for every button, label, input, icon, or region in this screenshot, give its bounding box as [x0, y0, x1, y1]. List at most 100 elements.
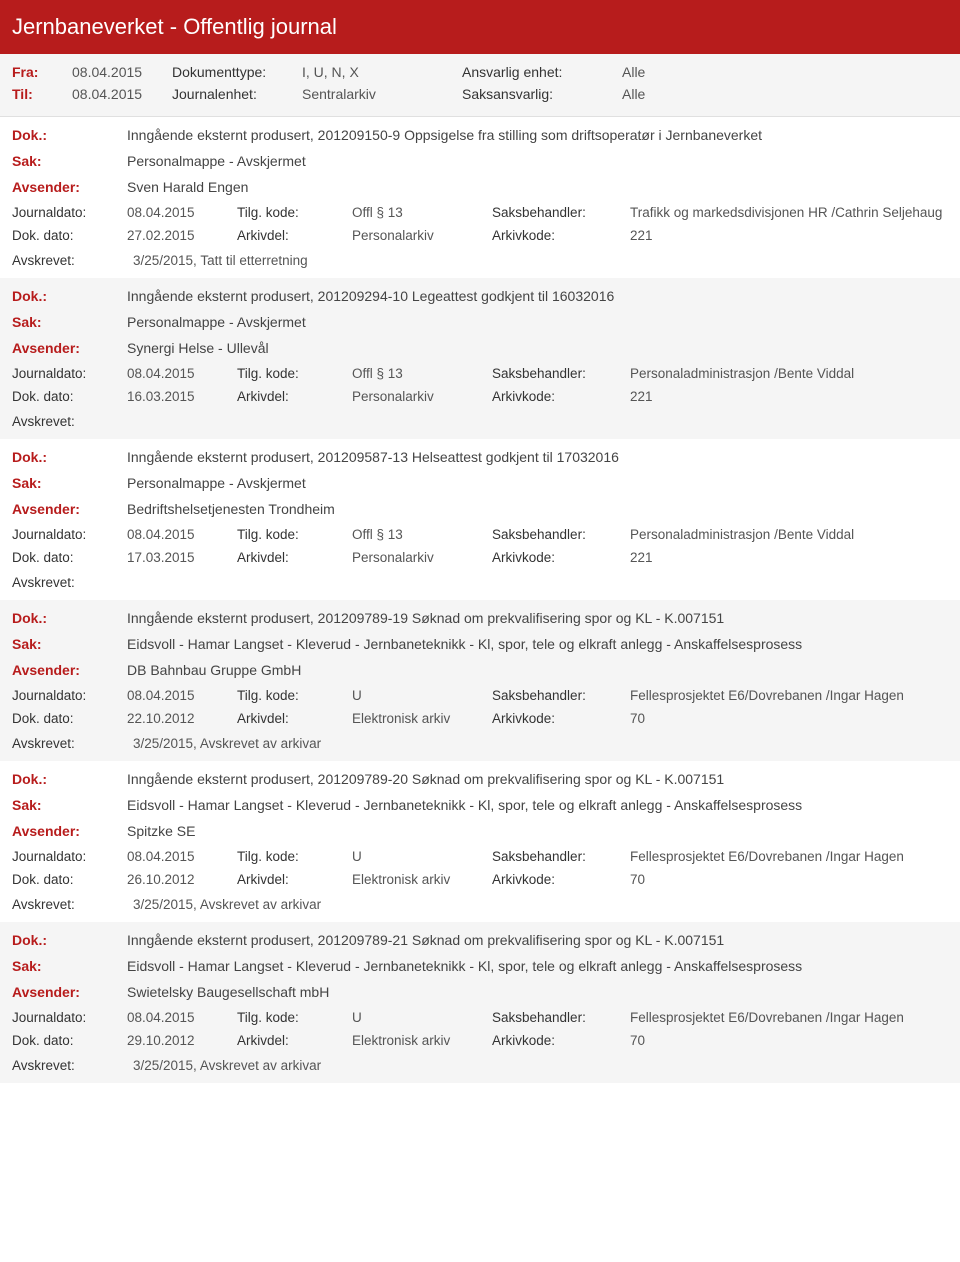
avskrevet-row: Avskrevet: 3/25/2015, Avskrevet av arkiv… [12, 734, 948, 753]
avskrevet-row: Avskrevet: [12, 412, 948, 431]
tilgkode-label: Tilg. kode: [237, 527, 352, 542]
journal-entry: Dok.: Inngående eksternt produsert, 2012… [0, 761, 960, 922]
sak-value: Personalmappe - Avskjermet [127, 314, 948, 330]
avskrevet-row: Avskrevet: 3/25/2015, Tatt til etterretn… [12, 251, 948, 270]
avsender-value: Sven Harald Engen [127, 179, 948, 195]
arkivdel-value: Elektronisk arkiv [352, 872, 492, 887]
arkivkode-value: 221 [630, 550, 948, 565]
arkivdel-value: Elektronisk arkiv [352, 711, 492, 726]
journaldato-value: 08.04.2015 [127, 1010, 237, 1025]
fra-label: Fra: [12, 64, 72, 80]
saksbehandler-label: Saksbehandler: [492, 366, 630, 381]
arkivdel-label: Arkivdel: [237, 872, 352, 887]
saksbehandler-label: Saksbehandler: [492, 688, 630, 703]
sak-row: Sak: Eidsvoll - Hamar Langset - Kleverud… [12, 958, 948, 974]
avsender-value: Spitzke SE [127, 823, 948, 839]
dok-row: Dok.: Inngående eksternt produsert, 2012… [12, 610, 948, 626]
filter-row-2: Til: 08.04.2015 Journalenhet: Sentralark… [12, 86, 948, 102]
dok-row: Dok.: Inngående eksternt produsert, 2012… [12, 771, 948, 787]
journaldato-value: 08.04.2015 [127, 849, 237, 864]
avsender-row: Avsender: Bedriftshelsetjenesten Trondhe… [12, 501, 948, 517]
avskrevet-value: 3/25/2015, Avskrevet av arkivar [127, 1058, 321, 1073]
avskrevet-value: 3/25/2015, Tatt til etterretning [127, 253, 308, 268]
avsender-row: Avsender: DB Bahnbau Gruppe GmbH [12, 662, 948, 678]
journaldato-value: 08.04.2015 [127, 527, 237, 542]
avskrevet-label: Avskrevet: [12, 1058, 127, 1073]
journaldato-label: Journaldato: [12, 688, 127, 703]
arkivdel-value: Elektronisk arkiv [352, 1033, 492, 1048]
tilgkode-value: U [352, 1010, 492, 1025]
dokdato-label: Dok. dato: [12, 872, 127, 887]
avskrevet-row: Avskrevet: 3/25/2015, Avskrevet av arkiv… [12, 895, 948, 914]
journal-entry: Dok.: Inngående eksternt produsert, 2012… [0, 439, 960, 600]
tilgkode-value: U [352, 688, 492, 703]
sak-row: Sak: Personalmappe - Avskjermet [12, 475, 948, 491]
dok-row: Dok.: Inngående eksternt produsert, 2012… [12, 932, 948, 948]
journaldato-value: 08.04.2015 [127, 366, 237, 381]
avskrevet-label: Avskrevet: [12, 575, 127, 590]
journaldato-value: 08.04.2015 [127, 205, 237, 220]
sak-label: Sak: [12, 636, 127, 652]
sak-value: Personalmappe - Avskjermet [127, 475, 948, 491]
avskrevet-row: Avskrevet: [12, 573, 948, 592]
meta-row-2: Dok. dato: 27.02.2015 Arkivdel: Personal… [12, 228, 948, 243]
dokdato-label: Dok. dato: [12, 389, 127, 404]
arkivdel-value: Personalarkiv [352, 389, 492, 404]
sak-value: Personalmappe - Avskjermet [127, 153, 948, 169]
dok-label: Dok.: [12, 932, 127, 948]
journaldato-label: Journaldato: [12, 205, 127, 220]
sak-label: Sak: [12, 314, 127, 330]
dok-value: Inngående eksternt produsert, 201209150-… [127, 127, 948, 143]
avsender-value: Bedriftshelsetjenesten Trondheim [127, 501, 948, 517]
avsender-row: Avsender: Swietelsky Baugesellschaft mbH [12, 984, 948, 1000]
arkivdel-label: Arkivdel: [237, 228, 352, 243]
dok-value: Inngående eksternt produsert, 201209587-… [127, 449, 948, 465]
entries-list: Dok.: Inngående eksternt produsert, 2012… [0, 117, 960, 1083]
meta-row-1: Journaldato: 08.04.2015 Tilg. kode: Offl… [12, 527, 948, 542]
dok-row: Dok.: Inngående eksternt produsert, 2012… [12, 449, 948, 465]
arkivdel-label: Arkivdel: [237, 1033, 352, 1048]
sak-value: Eidsvoll - Hamar Langset - Kleverud - Je… [127, 958, 948, 974]
meta-row-1: Journaldato: 08.04.2015 Tilg. kode: Offl… [12, 366, 948, 381]
dokdato-label: Dok. dato: [12, 228, 127, 243]
arkivdel-value: Personalarkiv [352, 550, 492, 565]
sak-row: Sak: Personalmappe - Avskjermet [12, 153, 948, 169]
saksbehandler-label: Saksbehandler: [492, 1010, 630, 1025]
filter-row-1: Fra: 08.04.2015 Dokumenttype: I, U, N, X… [12, 64, 948, 80]
journaldato-label: Journaldato: [12, 527, 127, 542]
avsender-label: Avsender: [12, 984, 127, 1000]
journal-entry: Dok.: Inngående eksternt produsert, 2012… [0, 600, 960, 761]
avskrevet-label: Avskrevet: [12, 253, 127, 268]
arkivkode-label: Arkivkode: [492, 550, 630, 565]
sak-label: Sak: [12, 153, 127, 169]
meta-row-1: Journaldato: 08.04.2015 Tilg. kode: U Sa… [12, 1010, 948, 1025]
dokdato-value: 22.10.2012 [127, 711, 237, 726]
dok-label: Dok.: [12, 771, 127, 787]
dokdato-value: 29.10.2012 [127, 1033, 237, 1048]
journaldato-value: 08.04.2015 [127, 688, 237, 703]
avsender-value: Swietelsky Baugesellschaft mbH [127, 984, 948, 1000]
meta-row-2: Dok. dato: 16.03.2015 Arkivdel: Personal… [12, 389, 948, 404]
saksbehandler-label: Saksbehandler: [492, 527, 630, 542]
doktype-value: I, U, N, X [302, 64, 462, 80]
tilgkode-label: Tilg. kode: [237, 849, 352, 864]
avskrevet-value: 3/25/2015, Avskrevet av arkivar [127, 897, 321, 912]
tilgkode-label: Tilg. kode: [237, 205, 352, 220]
dok-value: Inngående eksternt produsert, 201209789-… [127, 932, 948, 948]
dok-value: Inngående eksternt produsert, 201209789-… [127, 771, 948, 787]
dok-label: Dok.: [12, 610, 127, 626]
dok-label: Dok.: [12, 449, 127, 465]
tilgkode-label: Tilg. kode: [237, 688, 352, 703]
avsender-label: Avsender: [12, 340, 127, 356]
avskrevet-label: Avskrevet: [12, 736, 127, 751]
dok-value: Inngående eksternt produsert, 201209294-… [127, 288, 948, 304]
arkivdel-label: Arkivdel: [237, 389, 352, 404]
meta-row-2: Dok. dato: 26.10.2012 Arkivdel: Elektron… [12, 872, 948, 887]
meta-row-1: Journaldato: 08.04.2015 Tilg. kode: Offl… [12, 205, 948, 220]
arkivkode-value: 70 [630, 1033, 948, 1048]
dok-value: Inngående eksternt produsert, 201209789-… [127, 610, 948, 626]
meta-row-2: Dok. dato: 22.10.2012 Arkivdel: Elektron… [12, 711, 948, 726]
saksbehandler-value: Fellesprosjektet E6/Dovrebanen /Ingar Ha… [630, 1010, 948, 1025]
saksbehandler-value: Personaladministrasjon /Bente Viddal [630, 527, 948, 542]
saksbehandler-value: Fellesprosjektet E6/Dovrebanen /Ingar Ha… [630, 688, 948, 703]
